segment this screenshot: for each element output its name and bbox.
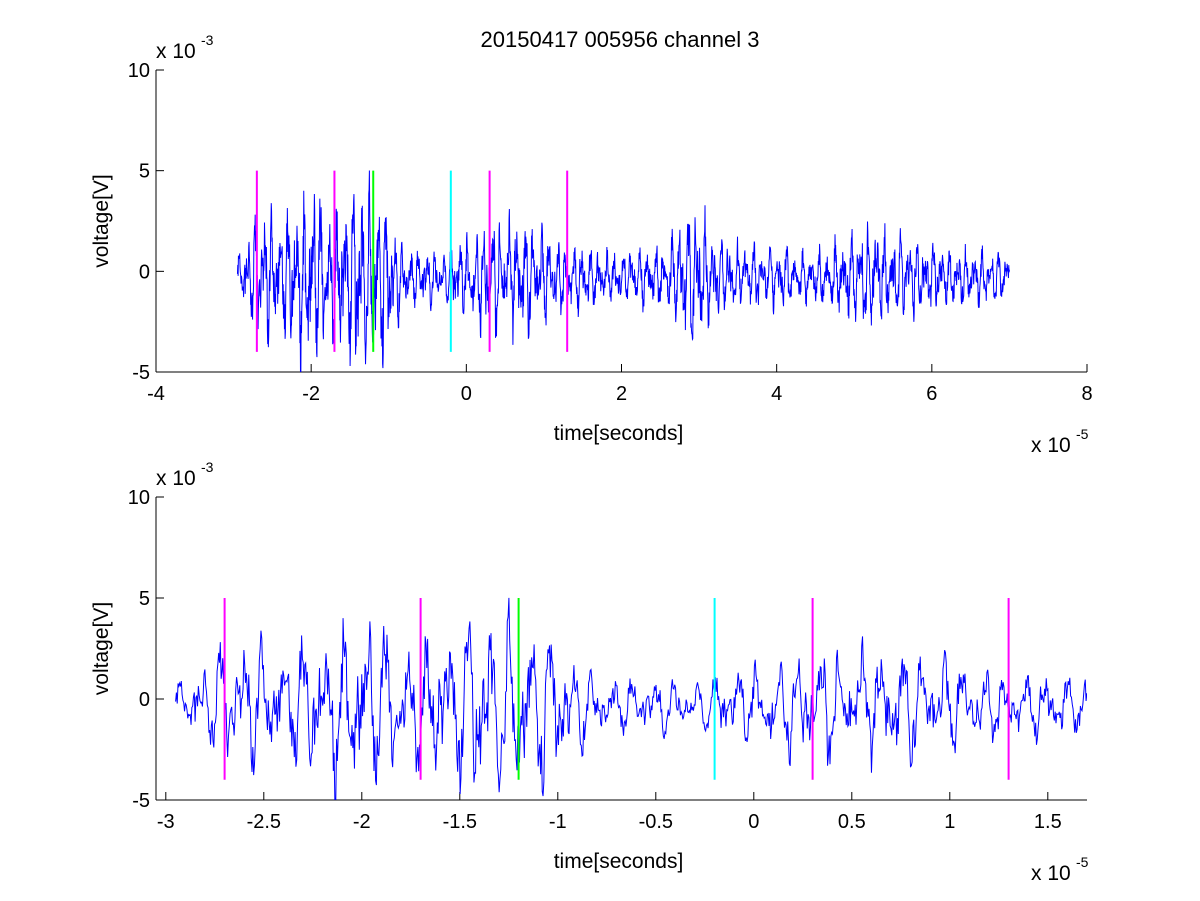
figure-title: 20150417 005956 channel 3 [481, 27, 760, 52]
x-tick-label: -0.5 [639, 811, 673, 833]
x-tick-label: -2 [302, 383, 320, 405]
y-exponent-label: x 10 [156, 467, 196, 490]
y-tick-label: 10 [128, 487, 150, 509]
x-tick-label: -3 [157, 811, 175, 833]
x-exponent-power: -5 [1076, 854, 1089, 870]
x-tick-label: 0 [748, 811, 759, 833]
y-exponent-label: x 10 [156, 40, 196, 63]
y-tick-label: 5 [139, 161, 150, 183]
x-tick-label: -1.5 [443, 811, 477, 833]
voltage-trace [175, 597, 1087, 800]
x-exponent-label: x 10 [1031, 862, 1071, 885]
y-tick-label: 0 [139, 261, 150, 283]
x-tick-label: 6 [926, 383, 937, 405]
x-axis-label: time[seconds] [554, 850, 684, 873]
y-tick-label: 0 [139, 689, 150, 711]
x-exponent-power: -5 [1076, 426, 1089, 442]
y-tick-label: 10 [128, 60, 150, 82]
y-tick-label: -5 [132, 362, 150, 384]
voltage-trace [236, 170, 1010, 372]
y-exponent-power: -3 [201, 459, 214, 475]
top-axes: -4 -2 0 2 4 6 8 -5 0 5 10 x 10 -3 x 10 -5 time[seconds]… [90, 32, 1093, 457]
x-tick-label: -1 [549, 811, 567, 833]
y-axis-label: voltage[V] [90, 174, 113, 267]
x-tick-label: 4 [771, 383, 782, 405]
x-tick-label: 0.5 [838, 811, 866, 833]
y-tick-label: 5 [139, 588, 150, 610]
y-axis-label: voltage[V] [90, 602, 113, 695]
y-exponent-power: -3 [201, 32, 214, 48]
bottom-axes: -3 -2.5 -2 -1.5 -1 -0.5 0 0.5 1 1.5 -5 0 5 10 x 10 -3 x … [90, 459, 1089, 885]
x-tick-label: -2 [353, 811, 371, 833]
x-tick-label: -2.5 [247, 811, 281, 833]
x-tick-label: 2 [616, 383, 627, 405]
x-axis-label: time[seconds] [554, 422, 684, 445]
x-tick-label: 0 [461, 383, 472, 405]
x-tick-label: 1 [944, 811, 955, 833]
x-exponent-label: x 10 [1031, 434, 1071, 457]
x-tick-label: 8 [1081, 383, 1092, 405]
x-tick-label: -4 [147, 383, 165, 405]
x-tick-label: 1.5 [1034, 811, 1062, 833]
y-tick-label: -5 [132, 790, 150, 812]
